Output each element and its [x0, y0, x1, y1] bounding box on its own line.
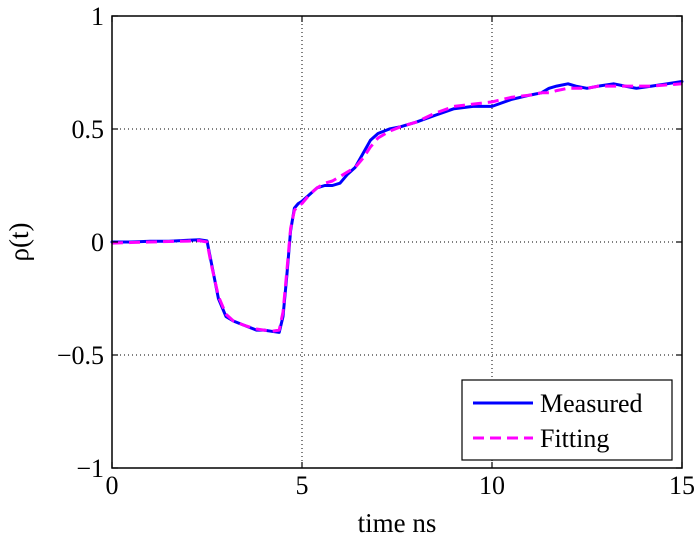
- x-axis-label: time ns: [358, 508, 437, 538]
- y-tick-label: 0: [91, 228, 104, 257]
- series-layer: [110, 80, 684, 334]
- series-line-measured: [110, 80, 684, 334]
- tick-labels: 0 5 10 15 −1 −0.5 0 0.5 1: [57, 2, 695, 500]
- legend-box: [461, 379, 673, 461]
- x-tick-label: 10: [479, 471, 505, 500]
- y-tick-label: 1: [91, 2, 104, 31]
- legend-label-fitting: Fitting: [540, 424, 609, 453]
- x-tick-label: 0: [106, 471, 119, 500]
- x-tick-label: 5: [296, 471, 309, 500]
- ticks: [111, 15, 683, 469]
- y-tick-label: 0.5: [72, 115, 105, 144]
- y-tick-label: −0.5: [57, 341, 104, 370]
- x-tick-label: 15: [669, 471, 695, 500]
- y-tick-label: −1: [76, 454, 104, 483]
- legend: Measured Fitting: [461, 379, 673, 461]
- legend-label-measured: Measured: [540, 389, 643, 418]
- y-axis-label: ρ(t): [4, 223, 34, 262]
- series-line-fitting: [111, 82, 683, 333]
